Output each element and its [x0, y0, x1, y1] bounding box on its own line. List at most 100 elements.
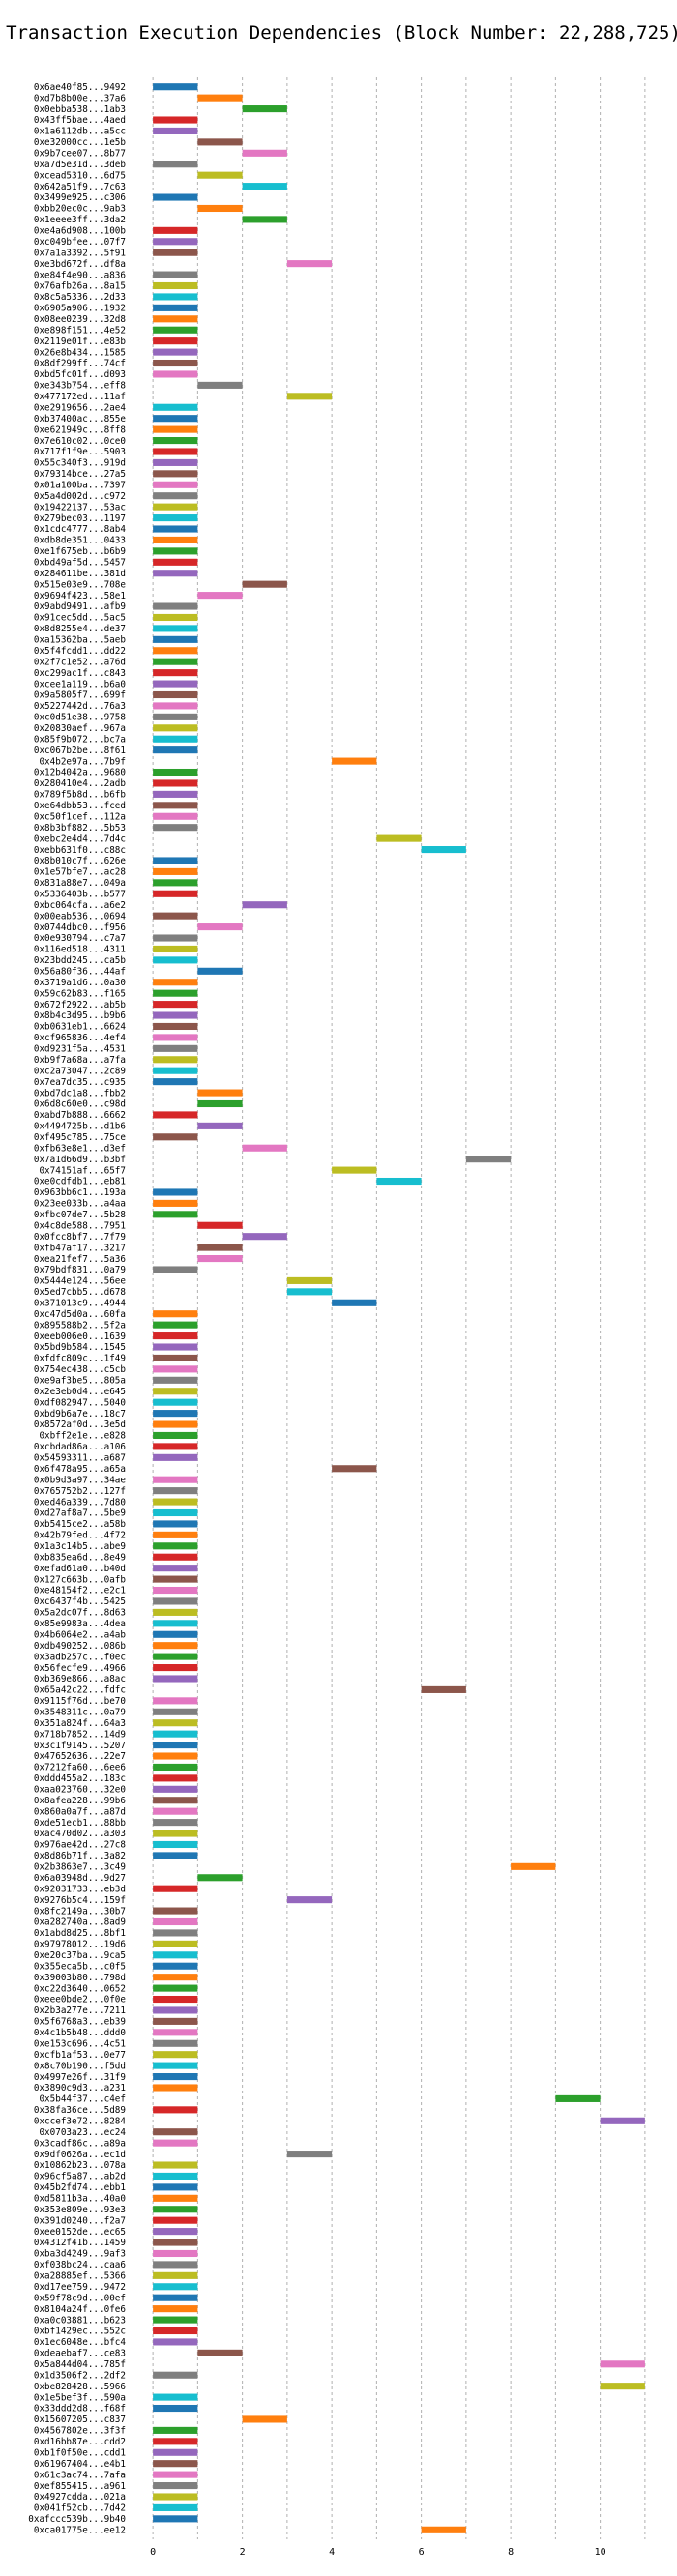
tx-bar — [153, 1752, 198, 1760]
y-tick-label: 0x1a6112db...a5cc — [34, 127, 126, 137]
tx-bar — [153, 1034, 198, 1041]
tx-bar — [242, 1233, 287, 1241]
y-tick-label: 0x43ff5bae...4aed — [34, 115, 126, 126]
bars — [153, 83, 645, 2533]
tx-bar — [153, 1719, 198, 1727]
y-tick-label: 0x3adb257c...f0ec — [34, 1652, 126, 1662]
tx-bar — [153, 1420, 198, 1428]
y-tick-label: 0x5336403b...b577 — [34, 889, 126, 899]
y-tick-label: 0x7a1d66d9...b3bf — [34, 1155, 126, 1165]
tx-bar — [153, 647, 198, 655]
y-tick-label: 0xe3bd672f...df8a — [34, 259, 126, 270]
y-tick-label: 0xbc064cfa...a6e2 — [34, 900, 126, 911]
y-tick-label: 0x5a2dc07f...8d63 — [34, 1608, 126, 1619]
y-tick-label: 0x8572af0d...3e5d — [34, 1420, 126, 1430]
y-tick-label: 0x00eab536...0694 — [34, 911, 127, 922]
tx-bar — [153, 1653, 198, 1660]
y-tick-label: 0xdeaebaf7...ce83 — [34, 2349, 126, 2359]
tx-bar — [153, 1553, 198, 1561]
tx-bar — [153, 1995, 198, 2004]
y-tick-label: 0x2119e01f...e83b — [34, 337, 127, 347]
y-tick-label: 0xb0631eb1...6624 — [34, 1022, 127, 1033]
y-tick-label: 0xccef3e72...8284 — [34, 2116, 127, 2126]
y-tick-label: 0x92031733...eb3d — [34, 1884, 126, 1894]
tx-bar — [153, 1188, 198, 1196]
x-tick-label: 2 — [240, 2547, 246, 2558]
y-tick-label: 0x6a03948d...9d27 — [34, 1873, 126, 1884]
y-tick-label: 0xc299ac1f...c843 — [34, 668, 126, 679]
tx-bar — [153, 1022, 198, 1031]
y-tick-label: 0x01a100ba...7397 — [34, 480, 126, 490]
tx-bar — [153, 812, 198, 820]
tx-bar — [153, 359, 198, 367]
tx-bar — [153, 934, 198, 942]
tx-bar — [153, 370, 198, 378]
tx-bar — [153, 702, 198, 710]
y-tick-label: 0xebb631f0...c88c — [34, 845, 126, 856]
y-tick-label: 0xfb47af17...3217 — [34, 1243, 126, 1253]
y-tick-label: 0x351a824f...64a3 — [34, 1718, 126, 1729]
tx-bar — [242, 580, 287, 588]
y-tick-label: 0x59c62b83...f165 — [34, 988, 126, 999]
tx-bar — [153, 2493, 198, 2501]
y-tick-label: 0x279bec03...1197 — [34, 513, 126, 524]
tx-bar — [376, 834, 422, 842]
tx-bar — [153, 2305, 198, 2313]
tx-bar — [153, 2172, 198, 2180]
y-tick-label: 0x116ed518...4311 — [34, 945, 126, 955]
grid-lines — [152, 77, 646, 2539]
y-tick-label: 0xe48154f2...e2c1 — [34, 1586, 126, 1596]
y-tick-label: 0x284611be...381d — [34, 569, 126, 579]
tx-bar — [242, 1144, 287, 1152]
tx-bar — [153, 867, 198, 875]
y-tick-labels: 0x6ae40f85...94920xd7b8b00e...37a60x0ebb… — [28, 82, 126, 2536]
tx-bar — [153, 193, 198, 201]
tx-bar — [153, 1742, 198, 1749]
y-tick-label: 0xafccc539b...9b40 — [28, 2514, 126, 2525]
tx-bar — [153, 2426, 198, 2434]
y-tick-label: 0x3cadf86c...a89a — [34, 2138, 126, 2149]
y-tick-label: 0x041f52cb...7d42 — [34, 2503, 126, 2514]
y-tick-label: 0x7e610c02...0ce0 — [34, 436, 126, 447]
y-tick-label: 0x6f478a95...a65a — [34, 1464, 126, 1475]
y-tick-label: 0x391d0240...f2a7 — [34, 2215, 126, 2226]
tx-bar — [153, 2249, 198, 2258]
tx-bar — [153, 1211, 198, 1218]
y-tick-label: 0x4494725b...d1b6 — [34, 1122, 126, 1132]
tx-bar — [153, 956, 198, 964]
tx-bar — [153, 2316, 198, 2324]
tx-bar — [197, 1221, 243, 1229]
tx-bar — [153, 1984, 198, 1992]
tx-bar — [153, 2029, 198, 2036]
tx-bar — [153, 1797, 198, 1804]
y-tick-label: 0xb1f0f50e...cdd1 — [34, 2447, 126, 2458]
y-tick-label: 0x8df299ff...74cf — [34, 359, 126, 369]
y-tick-label: 0xe2919656...2ae4 — [34, 402, 127, 413]
y-tick-label: 0x26e8b434...1585 — [34, 347, 126, 358]
y-tick-label: 0xd7b8b00e...37a6 — [34, 93, 126, 103]
tx-bar — [332, 1166, 377, 1174]
tx-bar — [153, 238, 198, 246]
tx-bar — [153, 824, 198, 832]
y-tick-label: 0x76afb26a...8a15 — [34, 281, 126, 292]
y-tick-label: 0x38fa36ce...5d89 — [34, 2105, 126, 2116]
tx-bar — [153, 514, 198, 522]
y-tick-label: 0x3c1f9145...5207 — [34, 1741, 126, 1751]
tx-bar — [153, 492, 198, 500]
y-tick-label: 0xdf082947...5040 — [34, 1397, 126, 1408]
tx-bar — [465, 1156, 512, 1163]
y-tick-label: 0x4c8de588...7951 — [34, 1220, 126, 1231]
tx-bar — [153, 1321, 198, 1329]
tx-bar — [197, 381, 243, 389]
y-tick-label: 0xebc2e4d4...7d4c — [34, 834, 126, 844]
tx-bar — [153, 2062, 198, 2069]
tx-bar — [153, 690, 198, 699]
y-tick-label: 0x19422137...53ac — [34, 502, 126, 512]
y-tick-label: 0x4567802e...3f3f — [34, 2426, 126, 2437]
y-tick-label: 0x8d86b71f...3a82 — [34, 1851, 126, 1861]
y-tick-label: 0x976ae42d...27c8 — [34, 1840, 126, 1851]
tx-bar — [153, 2128, 198, 2136]
y-tick-label: 0x85f9b072...bc7a — [34, 734, 126, 745]
y-tick-label: 0x20830aef...967a — [34, 723, 126, 734]
y-tick-label: 0xddd455a2...183c — [34, 1773, 126, 1784]
